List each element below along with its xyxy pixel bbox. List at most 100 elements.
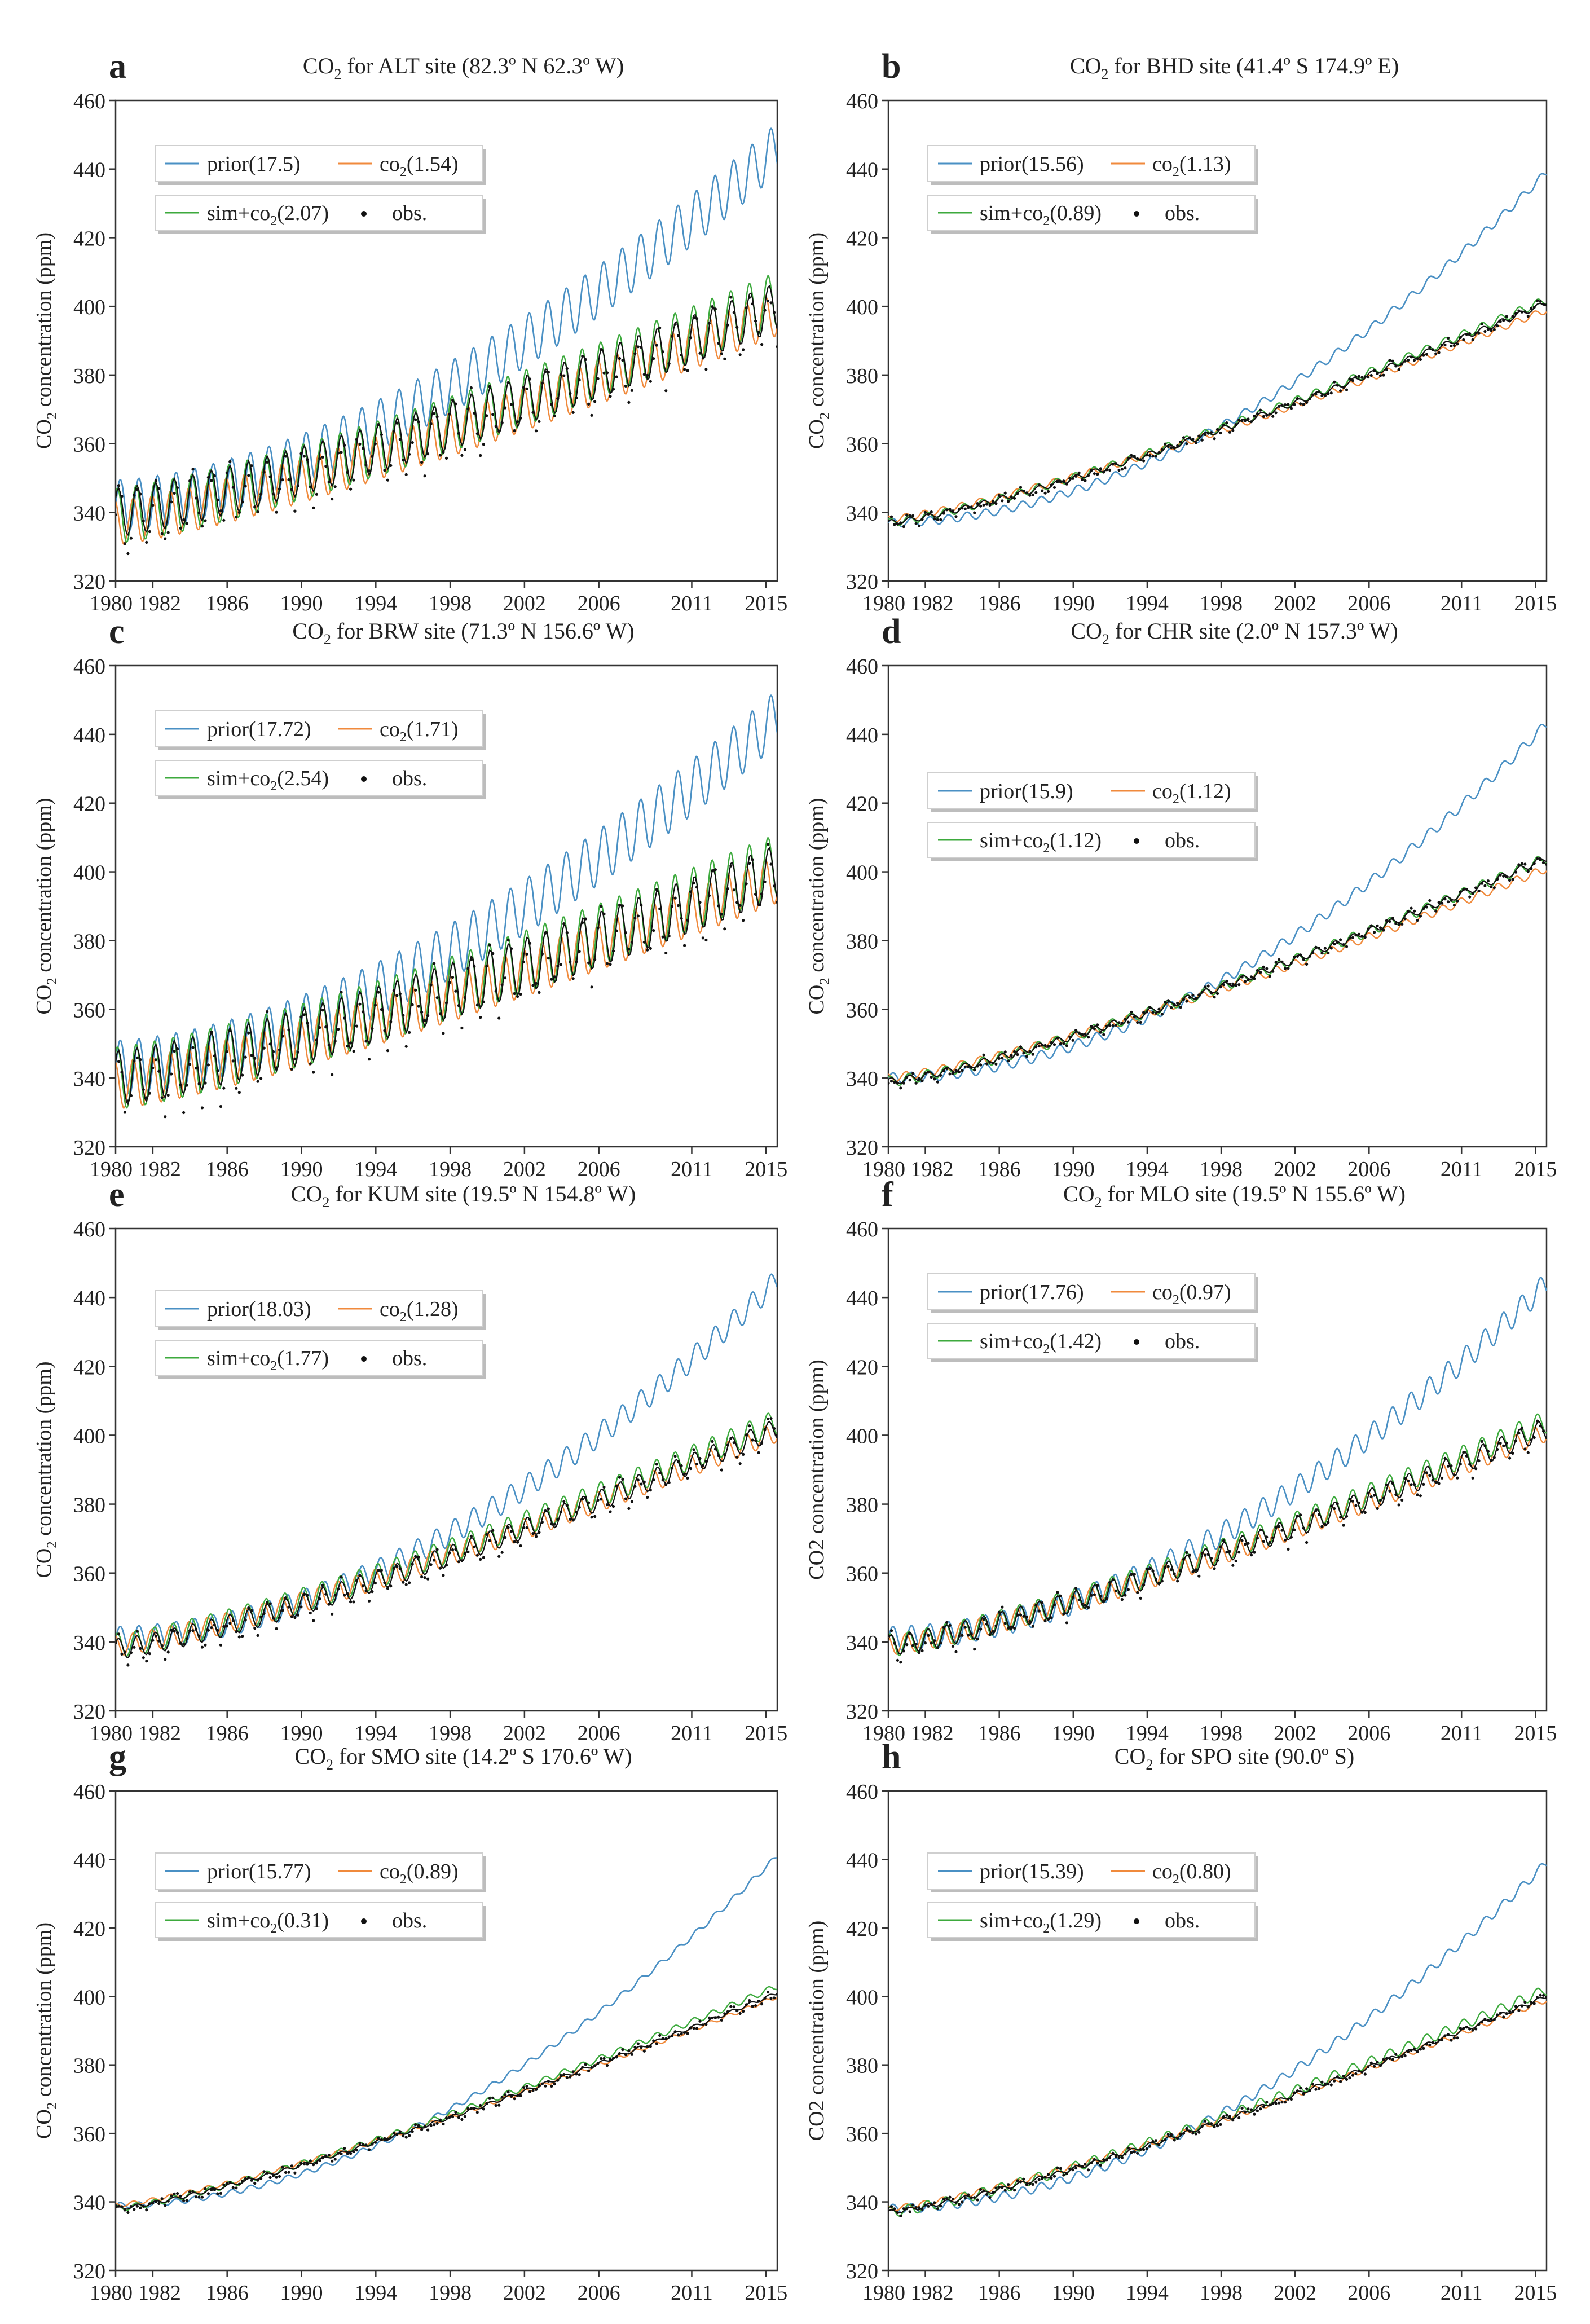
- legend-label-subscript: 2: [270, 1921, 277, 1936]
- obs-point: [602, 1485, 606, 1489]
- legend-label-text: (2.54): [277, 767, 329, 790]
- obs-point: [1416, 2050, 1419, 2053]
- obs-point: [1191, 993, 1195, 997]
- obs-point: [235, 2186, 238, 2190]
- obs-point: [386, 1049, 390, 1053]
- series-line-prior: [116, 1856, 777, 2209]
- obs-point: [1237, 1551, 1241, 1554]
- legend-label-sim: sim+co2(2.54): [207, 767, 329, 794]
- obs-point: [1111, 1024, 1115, 1027]
- obs-point: [519, 992, 522, 996]
- obs-point: [1391, 2058, 1394, 2061]
- obs-point: [460, 454, 464, 457]
- obs-point: [1378, 926, 1382, 930]
- obs-point: [506, 2090, 510, 2094]
- obs-point: [948, 2195, 952, 2199]
- obs-point: [204, 2187, 207, 2190]
- obs-point: [173, 2192, 176, 2195]
- obs-point: [1283, 1538, 1287, 1542]
- x-tick-label: 1986: [978, 1722, 1021, 1745]
- x-tick-label: 2002: [503, 592, 546, 615]
- obs-point: [160, 532, 164, 536]
- obs-point: [1280, 2101, 1284, 2104]
- obs-point: [1213, 2125, 1216, 2129]
- obs-point: [1003, 1622, 1007, 1625]
- obs-point: [398, 2130, 402, 2133]
- obs-point: [386, 478, 390, 482]
- obs-point: [1084, 1032, 1087, 1036]
- obs-point: [600, 905, 603, 908]
- obs-point: [182, 1111, 186, 1115]
- y-axis-label-text: CO: [805, 985, 829, 1015]
- y-tick-label: 360: [73, 2123, 105, 2146]
- legend-label-subscript: 2: [400, 1310, 407, 1324]
- obs-point: [1142, 1011, 1146, 1014]
- obs-point: [1311, 2083, 1315, 2086]
- obs-point: [1204, 2119, 1207, 2123]
- obs-point: [677, 904, 680, 908]
- obs-point: [973, 1648, 976, 1651]
- obs-point: [116, 2204, 117, 2207]
- obs-point: [1278, 958, 1281, 961]
- obs-point: [933, 517, 936, 521]
- obs-point: [1065, 1044, 1068, 1047]
- series-line-sim: [116, 837, 777, 1109]
- obs-point: [1173, 2138, 1176, 2142]
- x-tick-label: 1990: [280, 592, 323, 615]
- chart-title: CO2 for SMO site (14.2º S 170.6º W): [294, 1744, 632, 1773]
- chart-title-text: for SPO site (90.0º S): [1153, 1744, 1354, 1769]
- obs-point: [988, 1633, 992, 1636]
- obs-point: [435, 2121, 439, 2125]
- obs-point: [642, 940, 646, 944]
- obs-point: [513, 1540, 516, 1543]
- plot-area-frame: [887, 1790, 1548, 2272]
- obs-point: [587, 2069, 591, 2072]
- obs-point: [677, 2034, 680, 2037]
- obs-point: [200, 2195, 204, 2199]
- obs-point: [1357, 375, 1360, 378]
- obs-point: [1074, 2167, 1078, 2170]
- y-tick-label: 320: [73, 2260, 105, 2283]
- obs-point: [1351, 1499, 1354, 1503]
- obs-point: [1471, 338, 1474, 342]
- legend-box: [927, 1323, 1256, 1359]
- obs-point: [1391, 359, 1394, 363]
- obs-point: [1320, 1525, 1324, 1528]
- obs-point: [1369, 373, 1373, 377]
- obs-point: [655, 888, 658, 891]
- x-tick-label: 2015: [1514, 1157, 1557, 1181]
- legend-label-subscript: 2: [1173, 165, 1179, 179]
- chart-panel-f: f CO2 for MLO site (19.5º N 155.6º W)CO2 …: [805, 1176, 1557, 1745]
- obs-point: [686, 1476, 689, 1480]
- obs-point: [723, 927, 726, 931]
- obs-point: [655, 2042, 658, 2045]
- obs-point: [888, 2206, 890, 2209]
- obs-point: [587, 402, 591, 406]
- obs-point: [1077, 471, 1081, 475]
- obs-point: [742, 348, 745, 351]
- obs-point: [707, 2016, 711, 2019]
- obs-point: [1490, 885, 1493, 888]
- obs-point: [1345, 388, 1349, 391]
- obs-point: [1450, 2039, 1453, 2042]
- x-tick-label: 1980: [862, 1157, 905, 1181]
- obs-point: [683, 368, 686, 371]
- obs-point: [204, 519, 207, 522]
- obs-point: [1130, 1010, 1133, 1014]
- obs-point: [1031, 1053, 1034, 1056]
- obs-point: [463, 2115, 467, 2118]
- legend-label-text: co: [1152, 1280, 1173, 1304]
- obs-point: [475, 1553, 479, 1557]
- y-tick-label: 460: [73, 90, 105, 113]
- obs-point: [1120, 2156, 1124, 2159]
- obs-point: [1037, 1609, 1041, 1613]
- obs-point: [772, 1996, 776, 2000]
- obs-point: [627, 2049, 631, 2053]
- obs-point: [367, 1058, 371, 1061]
- y-tick-label: 460: [73, 655, 105, 679]
- obs-point: [1342, 1524, 1345, 1527]
- obs-point: [695, 1462, 699, 1466]
- obs-point: [609, 963, 612, 966]
- x-tick-label: 1998: [429, 592, 472, 615]
- legend-swatch-obs: [1134, 1339, 1139, 1345]
